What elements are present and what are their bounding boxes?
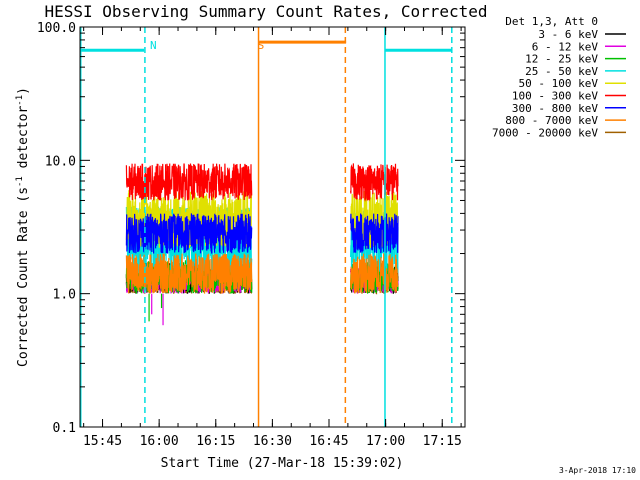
chart-title: HESSI Observing Summary Count Rates, Cor… — [44, 2, 487, 21]
series-line — [125, 213, 253, 254]
x-tick-label: 16:45 — [309, 434, 348, 449]
y-axis-label: Corrected Count Rate (s-1 detector-1) — [15, 87, 31, 367]
legend-label: 800 - 7000 keV — [505, 114, 598, 127]
x-tick-label: 16:00 — [140, 434, 179, 449]
legend-label: 6 - 12 keV — [532, 40, 599, 53]
y-tick-label: 100.0 — [37, 21, 76, 36]
series-100_300keV — [125, 163, 399, 202]
series-line — [350, 213, 399, 254]
series-line — [350, 252, 399, 294]
legend-label: 300 - 800 keV — [512, 102, 598, 115]
series-line — [125, 163, 253, 201]
legend-title: Det 1,3, Att 0 — [505, 15, 598, 28]
legend-label: 7000 - 20000 keV — [492, 126, 598, 139]
annotation-N: N — [150, 39, 157, 52]
x-tick-label: 17:15 — [423, 434, 462, 449]
x-tick-label: 17:00 — [366, 434, 405, 449]
y-tick-label: 1.0 — [53, 288, 76, 303]
legend-label: 25 - 50 keV — [525, 65, 598, 78]
legend-label: 50 - 100 keV — [519, 77, 599, 90]
x-tick-label: 16:30 — [253, 434, 292, 449]
footer-date: 3-Apr-2018 17:10 — [559, 466, 636, 475]
annotation-S: S — [258, 39, 265, 52]
x-axis-label: Start Time (27-Mar-18 15:39:02) — [161, 456, 404, 471]
legend-label: 100 - 300 keV — [512, 90, 598, 103]
legend-label: 3 - 6 keV — [538, 28, 598, 41]
series-line — [350, 163, 399, 202]
series-line — [125, 253, 253, 294]
series-800_7000keV — [125, 252, 399, 294]
x-axis: 15:45 16:00 16:15 16:30 16:45 17:00 17:15 — [83, 27, 462, 449]
series-300_800keV — [125, 213, 399, 254]
y-tick-label: 0.1 — [53, 421, 76, 436]
x-tick-label: 15:45 — [83, 434, 122, 449]
y-axis: 100.0 10.0 1.0 0.1 — [37, 21, 465, 436]
legend-label: 12 - 25 keV — [525, 53, 598, 66]
y-tick-label: 10.0 — [45, 154, 76, 169]
x-tick-label: 16:15 — [196, 434, 235, 449]
